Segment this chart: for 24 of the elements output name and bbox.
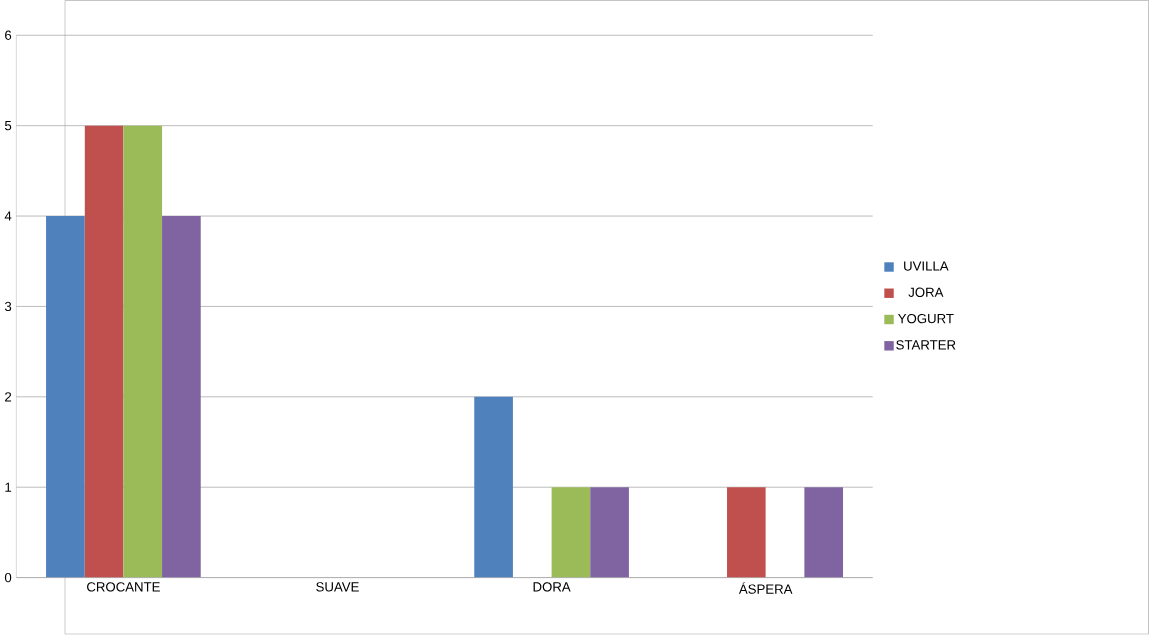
y-tick-label: 6: [5, 30, 12, 41]
y-tick-label: 5: [4, 121, 12, 131]
y-tick-label: 4: [4, 211, 12, 221]
legend-label: UVILLA: [904, 261, 949, 271]
y-tick-label: 0: [4, 573, 12, 583]
bar: [474, 397, 513, 578]
y-tick-label: 3: [4, 301, 12, 312]
bar: [123, 125, 163, 578]
bar: [46, 216, 85, 578]
y-tick-label: 1: [5, 482, 12, 492]
x-tick-label: ÁSPERA: [738, 582, 793, 594]
legend-label: JORA: [908, 287, 944, 298]
x-tick-label: DORA: [533, 582, 571, 592]
bar: [590, 487, 629, 578]
x-tick-label: SUAVE: [316, 582, 359, 592]
bar: [162, 216, 201, 578]
bar: [804, 487, 844, 578]
x-tick-label: CROCANTE: [87, 582, 160, 592]
legend-label: YOGURT: [898, 314, 954, 324]
bar: [727, 487, 766, 578]
legend-label: STARTER: [896, 340, 956, 350]
bar: [551, 487, 591, 578]
y-tick-label: 2: [5, 392, 12, 402]
bar: [84, 125, 124, 578]
